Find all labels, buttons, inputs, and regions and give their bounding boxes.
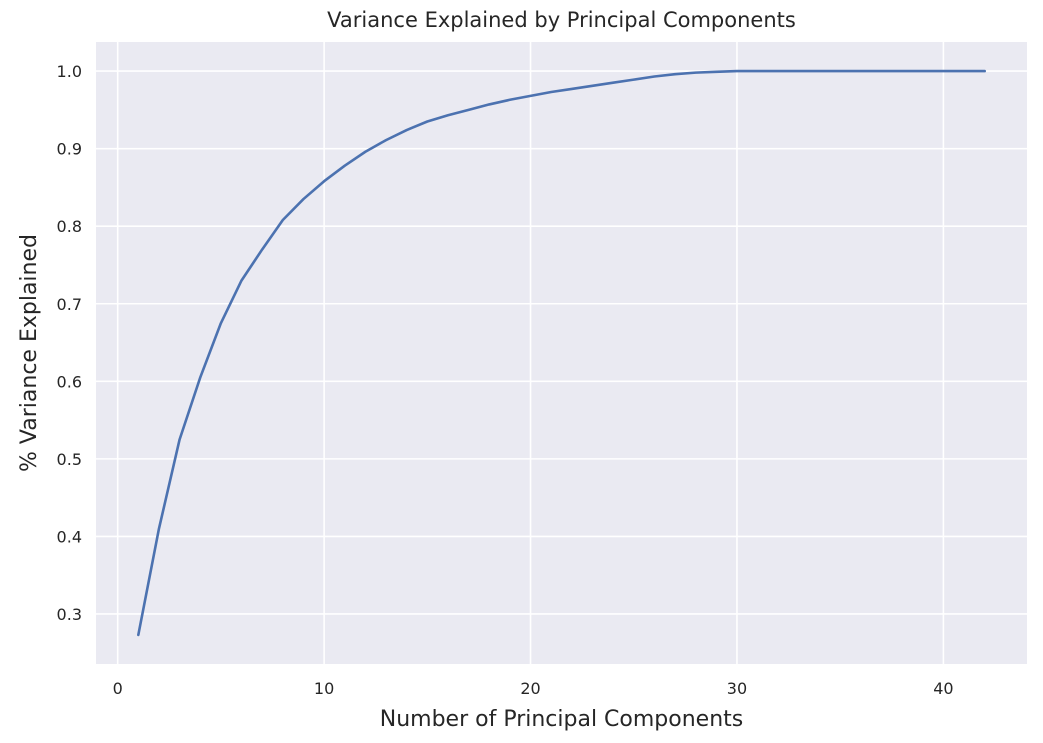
x-axis-label: Number of Principal Components bbox=[380, 707, 744, 732]
y-tick-label-5: 0.8 bbox=[57, 217, 82, 236]
y-tick-label-0: 0.3 bbox=[57, 605, 82, 624]
y-axis-label: % Variance Explained bbox=[17, 234, 42, 472]
series-line-0 bbox=[137, 69, 986, 637]
x-tick-label-0: 0 bbox=[113, 679, 123, 698]
plot-area bbox=[96, 42, 1027, 664]
y-tick-label-1: 0.4 bbox=[57, 527, 82, 546]
y-tick-label-3: 0.6 bbox=[57, 372, 82, 391]
x-tick-label-1: 10 bbox=[314, 679, 334, 698]
y-tick-label-7: 1.0 bbox=[57, 62, 82, 81]
series-layer bbox=[137, 69, 986, 637]
chart-title: Variance Explained by Principal Componen… bbox=[327, 8, 796, 32]
y-tick-label-6: 0.9 bbox=[57, 140, 82, 159]
x-tick-label-3: 30 bbox=[727, 679, 747, 698]
x-tick-label-4: 40 bbox=[933, 679, 953, 698]
ticks-layer: 0 10 20 30 40 0.3 0.4 0.5 0.6 0.7 0.8 0.9 1.0 bbox=[57, 62, 954, 698]
y-tick-label-4: 0.7 bbox=[57, 295, 82, 314]
y-tick-label-2: 0.5 bbox=[57, 450, 82, 469]
x-tick-label-2: 20 bbox=[520, 679, 540, 698]
